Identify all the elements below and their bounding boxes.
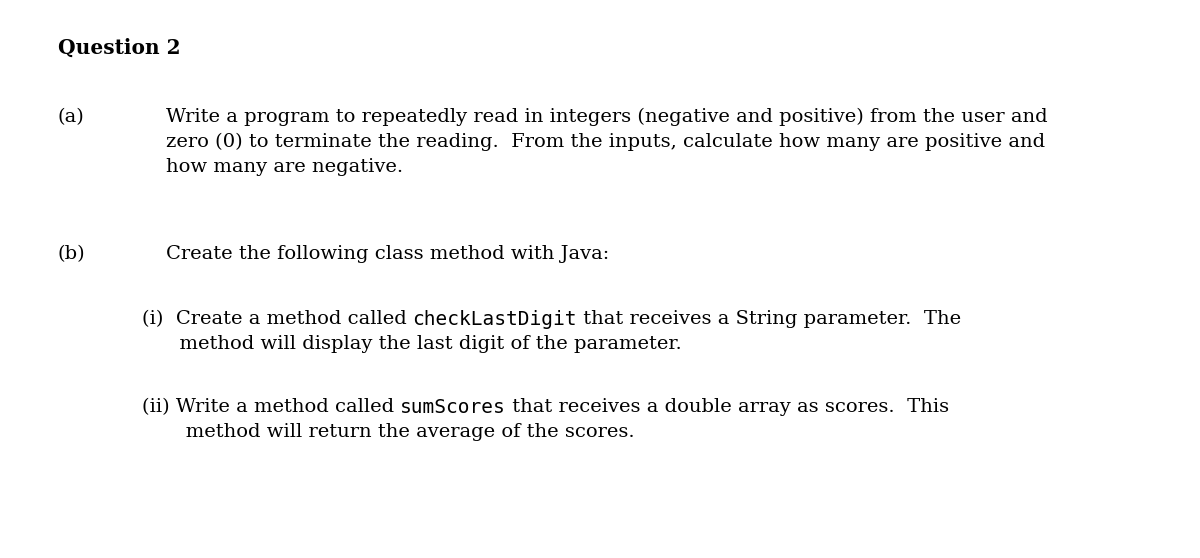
- Text: (b): (b): [58, 245, 85, 263]
- Text: Question 2: Question 2: [58, 38, 180, 58]
- Text: method will display the last digit of the parameter.: method will display the last digit of th…: [142, 335, 682, 353]
- Text: how many are negative.: how many are negative.: [166, 158, 403, 176]
- Text: zero (0) to terminate the reading.  From the inputs, calculate how many are posi: zero (0) to terminate the reading. From …: [166, 133, 1045, 151]
- Text: checkLastDigit: checkLastDigit: [413, 310, 577, 329]
- Text: method will return the average of the scores.: method will return the average of the sc…: [142, 423, 635, 441]
- Text: Write a program to repeatedly read in integers (negative and positive) from the : Write a program to repeatedly read in in…: [166, 108, 1048, 126]
- Text: that receives a double array as scores.  This: that receives a double array as scores. …: [505, 398, 949, 416]
- Text: that receives a String parameter.  The: that receives a String parameter. The: [577, 310, 961, 328]
- Text: (ii) Write a method called: (ii) Write a method called: [142, 398, 400, 416]
- Text: (i)  Create a method called: (i) Create a method called: [142, 310, 413, 328]
- Text: sumScores: sumScores: [400, 398, 505, 417]
- Text: Create the following class method with Java:: Create the following class method with J…: [166, 245, 608, 263]
- Text: (a): (a): [58, 108, 84, 126]
